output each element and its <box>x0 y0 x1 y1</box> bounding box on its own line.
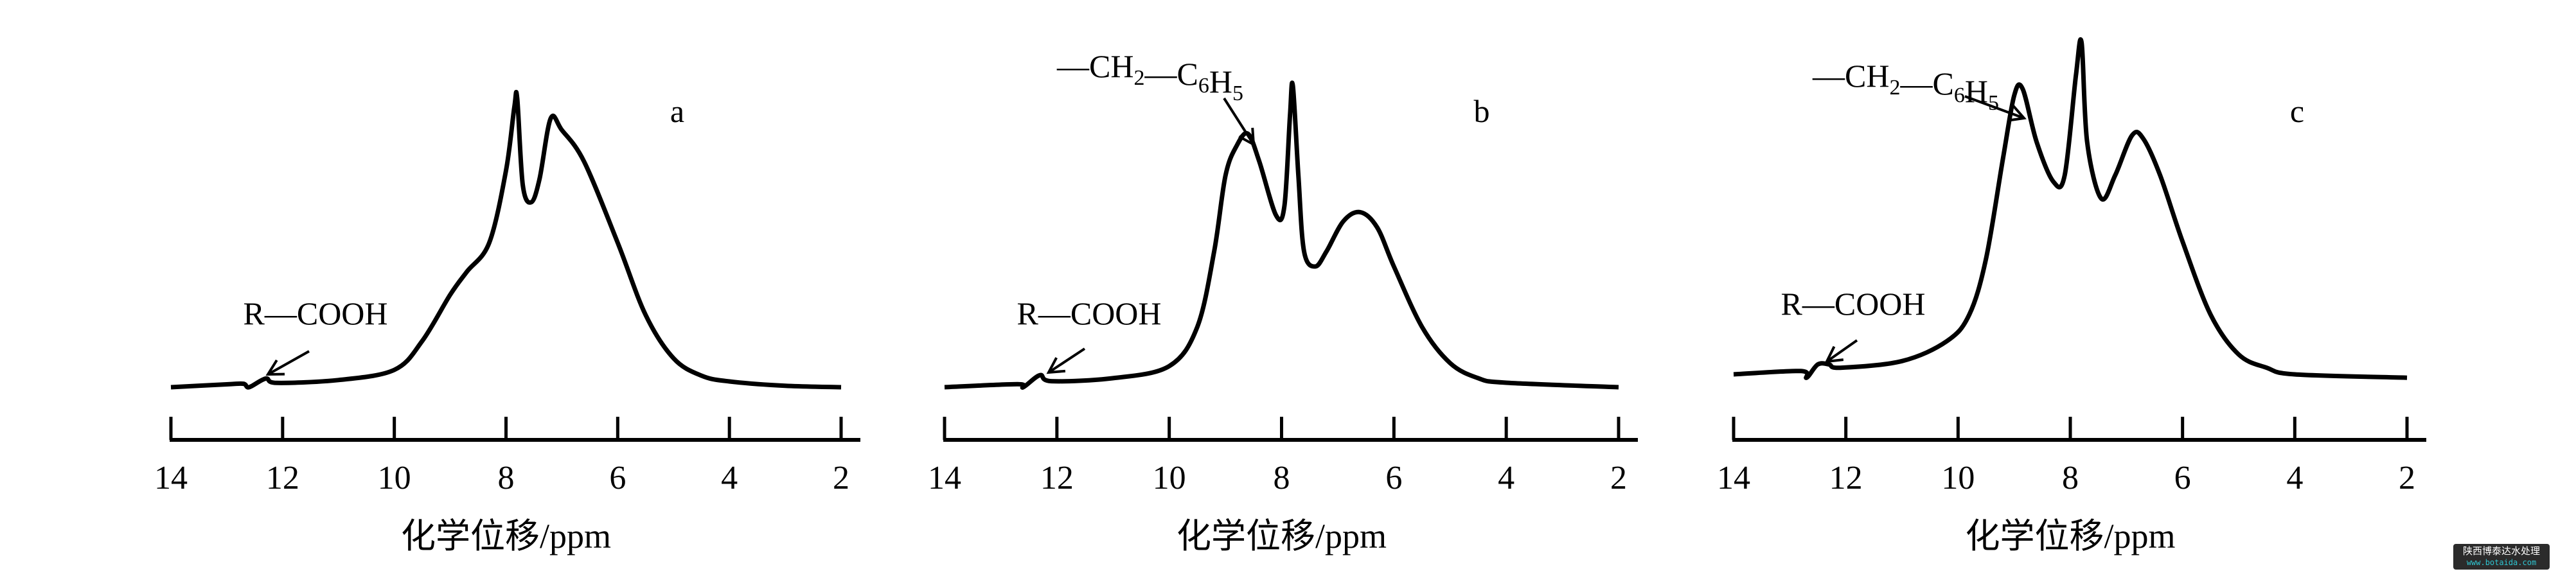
panel-b: 14 12 10 8 6 4 2 化学位移/ppm b R—COOH —CH2—C6H5 <box>928 48 1638 555</box>
x-tick-label: 10 <box>378 460 411 496</box>
annotation-arrow <box>1825 339 1858 363</box>
annotation-label: R—COOH <box>243 295 387 331</box>
annotation-arrow <box>267 350 310 376</box>
x-axis-label: 化学位移/ppm <box>1177 517 1387 555</box>
arrow-head-icon <box>265 359 285 376</box>
spectrum-line <box>170 89 842 390</box>
x-tick-label: 8 <box>1274 460 1290 496</box>
x-tick-label: 10 <box>1153 460 1186 496</box>
x-tick-label: 2 <box>2399 460 2415 496</box>
x-axis-label: 化学位移/ppm <box>1965 517 2175 555</box>
arrow-head-icon <box>1238 127 1256 147</box>
x-tick-label: 4 <box>721 460 738 496</box>
panel-label: b <box>1474 93 1490 129</box>
annotation-label: R—COOH <box>1781 286 1925 322</box>
x-tick-label: 8 <box>498 460 515 496</box>
x-tick-label: 2 <box>833 460 849 496</box>
x-tick-label: 12 <box>266 460 299 496</box>
watermark-line2: www.botaida.com <box>2466 558 2537 567</box>
annotation-label: —CH2—C6H5 <box>1812 58 1999 115</box>
watermark-line1: 陕西博泰达水处理 <box>2462 545 2540 557</box>
x-tick-label: 10 <box>1941 460 1975 496</box>
x-tick-label: 14 <box>928 460 961 496</box>
annotation-arrow <box>1047 347 1086 374</box>
x-tick-label: 4 <box>1498 460 1515 496</box>
watermark-badge: 陕西博泰达水处理 www.botaida.com <box>2453 544 2550 570</box>
panel-c: 14 12 10 8 6 4 2 化学位移/ppm c R—COOH —CH2—C6H5 <box>1717 37 2426 555</box>
panel-a: 14 12 10 8 6 4 2 化学位移/ppm a R—COOH <box>154 89 860 555</box>
x-tick-label: 14 <box>1717 460 1750 496</box>
annotation-label: R—COOH <box>1017 295 1161 331</box>
annotation-arrow <box>1223 97 1255 146</box>
arrow-head-icon <box>2007 105 2027 122</box>
x-tick-label: 6 <box>609 460 626 496</box>
arrow-head-icon <box>1824 345 1844 363</box>
annotation-label: —CH2—C6H5 <box>1056 48 1243 105</box>
x-tick-label: 6 <box>1385 460 1402 496</box>
annotation-arrow <box>1964 95 2025 119</box>
arrow-head-icon <box>1046 357 1066 374</box>
x-tick-label: 12 <box>1040 460 1074 496</box>
x-tick-label: 6 <box>2174 460 2191 496</box>
x-tick-label: 8 <box>2062 460 2079 496</box>
spectrum-line <box>1733 37 2408 380</box>
panel-label: a <box>670 93 684 129</box>
spectrum-line <box>944 80 1619 390</box>
x-axis-label: 化学位移/ppm <box>401 517 611 555</box>
x-tick-label: 12 <box>1829 460 1863 496</box>
x-tick-label: 14 <box>154 460 188 496</box>
panel-label: c <box>2290 93 2304 129</box>
x-tick-label: 2 <box>1610 460 1627 496</box>
x-tick-label: 4 <box>2286 460 2303 496</box>
